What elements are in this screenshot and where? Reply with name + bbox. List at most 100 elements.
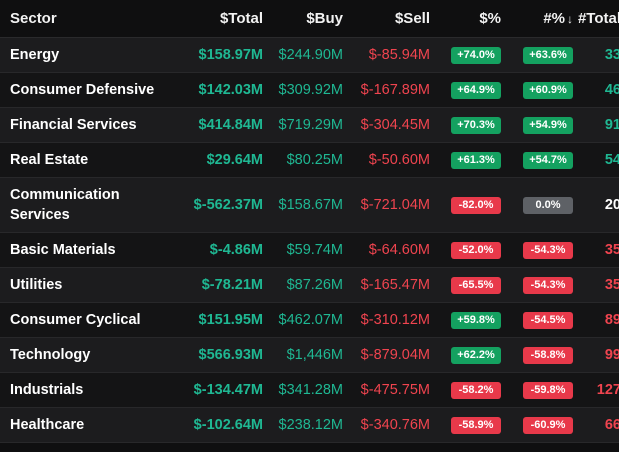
header-dollar-percent[interactable]: $%	[430, 0, 501, 38]
header-count-total[interactable]: #Total	[573, 0, 619, 38]
dollar-percent-badge: -52.0%	[451, 242, 501, 259]
cell-count-percent: -54.3%	[501, 232, 573, 268]
table-row[interactable]: Technology $566.93M $1,446M $-879.04M +6…	[0, 337, 619, 373]
cell-count-percent: +60.9%	[501, 72, 573, 108]
cell-count-total: 20	[573, 177, 619, 233]
dollar-percent-badge: -58.9%	[451, 417, 501, 434]
cell-dollar-percent: +61.3%	[430, 142, 501, 178]
cell-sector: Industrials	[0, 372, 175, 408]
count-percent-badge: 0.0%	[523, 197, 573, 214]
cell-buy: $719.29M	[263, 107, 343, 143]
cell-count-total: 91	[573, 107, 619, 143]
cell-count-percent: +54.9%	[501, 107, 573, 143]
count-percent-badge: -54.3%	[523, 277, 573, 294]
cell-sell: $-167.89M	[343, 72, 430, 108]
header-count-percent[interactable]: #% ↓	[501, 0, 573, 38]
count-percent-badge: +54.7%	[523, 152, 573, 169]
dollar-percent-badge: -82.0%	[451, 197, 501, 214]
cell-count-percent: -59.8%	[501, 372, 573, 408]
cell-buy: $59.74M	[263, 232, 343, 268]
cell-total: $158.97M	[175, 37, 263, 73]
cell-total: $29.64M	[175, 142, 263, 178]
table-row[interactable]: Real Estate $29.64M $80.25M $-50.60M +61…	[0, 142, 619, 178]
cell-sector: Communication Services	[0, 177, 175, 233]
table-row[interactable]: Utilities $-78.21M $87.26M $-165.47M -65…	[0, 267, 619, 303]
cell-sector: Consumer Cyclical	[0, 302, 175, 338]
header-buy[interactable]: $Buy	[263, 0, 343, 38]
cell-sector: Utilities	[0, 267, 175, 303]
cell-sell: $-64.60M	[343, 232, 430, 268]
cell-count-percent: -60.9%	[501, 407, 573, 443]
table-row[interactable]: Energy $158.97M $244.90M $-85.94M +74.0%…	[0, 37, 619, 73]
table-row[interactable]: Financial Services $414.84M $719.29M $-3…	[0, 107, 619, 143]
header-dollar-percent-label: $%	[479, 10, 501, 27]
count-percent-badge: -60.9%	[523, 417, 573, 434]
cell-sell: $-85.94M	[343, 37, 430, 73]
cell-count-percent: -54.5%	[501, 302, 573, 338]
count-percent-badge: +63.6%	[523, 47, 573, 64]
table-row[interactable]: Consumer Cyclical $151.95M $462.07M $-31…	[0, 302, 619, 338]
cell-dollar-percent: +64.9%	[430, 72, 501, 108]
cell-buy: $462.07M	[263, 302, 343, 338]
cell-sell: $-304.45M	[343, 107, 430, 143]
count-percent-badge: +54.9%	[523, 117, 573, 134]
table-row[interactable]: Industrials $-134.47M $341.28M $-475.75M…	[0, 372, 619, 408]
header-sector-label: Sector	[10, 10, 57, 27]
cell-sector: Consumer Defensive	[0, 72, 175, 108]
table-row[interactable]: Consumer Defensive $142.03M $309.92M $-1…	[0, 72, 619, 108]
header-total[interactable]: $Total	[175, 0, 263, 38]
cell-count-total: 127	[573, 372, 619, 408]
cell-buy: $309.92M	[263, 72, 343, 108]
cell-sector: Technology	[0, 337, 175, 373]
dollar-percent-badge: +74.0%	[451, 47, 501, 64]
table-row[interactable]: Healthcare $-102.64M $238.12M $-340.76M …	[0, 407, 619, 443]
cell-dollar-percent: -58.2%	[430, 372, 501, 408]
dollar-percent-badge: +70.3%	[451, 117, 501, 134]
dollar-percent-badge: -65.5%	[451, 277, 501, 294]
table-row[interactable]: Basic Materials $-4.86M $59.74M $-64.60M…	[0, 232, 619, 268]
cell-count-total: 89	[573, 302, 619, 338]
cell-total: $414.84M	[175, 107, 263, 143]
cell-total: $-102.64M	[175, 407, 263, 443]
cell-sell: $-879.04M	[343, 337, 430, 373]
count-percent-badge: -58.8%	[523, 347, 573, 364]
header-row: Sector $Total $Buy $Sell $% #% ↓ #Total	[0, 0, 619, 38]
cell-sell: $-310.12M	[343, 302, 430, 338]
cell-sector: Energy	[0, 37, 175, 73]
cell-total: $-78.21M	[175, 267, 263, 303]
count-percent-badge: -54.3%	[523, 242, 573, 259]
cell-total: $-4.86M	[175, 232, 263, 268]
dollar-percent-badge: +64.9%	[451, 82, 501, 99]
table-body: Energy $158.97M $244.90M $-85.94M +74.0%…	[0, 37, 619, 443]
count-percent-badge: -59.8%	[523, 382, 573, 399]
cell-count-total: 35	[573, 267, 619, 303]
header-total-label: $Total	[219, 10, 263, 27]
dollar-percent-badge: +62.2%	[451, 347, 501, 364]
cell-count-total: 54	[573, 142, 619, 178]
sort-descending-icon: ↓	[567, 12, 573, 26]
cell-total: $151.95M	[175, 302, 263, 338]
header-sell[interactable]: $Sell	[343, 0, 430, 38]
cell-sector: Basic Materials	[0, 232, 175, 268]
cell-count-percent: 0.0%	[501, 177, 573, 233]
header-sector[interactable]: Sector	[0, 0, 175, 38]
cell-buy: $158.67M	[263, 177, 343, 233]
cell-buy: $87.26M	[263, 267, 343, 303]
cell-sell: $-50.60M	[343, 142, 430, 178]
header-sell-label: $Sell	[394, 10, 430, 27]
table-row[interactable]: Communication Services $-562.37M $158.67…	[0, 177, 619, 233]
cell-sector: Financial Services	[0, 107, 175, 143]
cell-dollar-percent: -52.0%	[430, 232, 501, 268]
header-buy-label: $Buy	[306, 10, 343, 27]
cell-buy: $1,446M	[263, 337, 343, 373]
cell-count-percent: +54.7%	[501, 142, 573, 178]
cell-dollar-percent: +74.0%	[430, 37, 501, 73]
cell-sell: $-721.04M	[343, 177, 430, 233]
cell-dollar-percent: -65.5%	[430, 267, 501, 303]
table-header: Sector $Total $Buy $Sell $% #% ↓ #Total	[0, 0, 619, 38]
dollar-percent-badge: +59.8%	[451, 312, 501, 329]
cell-count-total: 66	[573, 407, 619, 443]
count-percent-badge: -54.5%	[523, 312, 573, 329]
